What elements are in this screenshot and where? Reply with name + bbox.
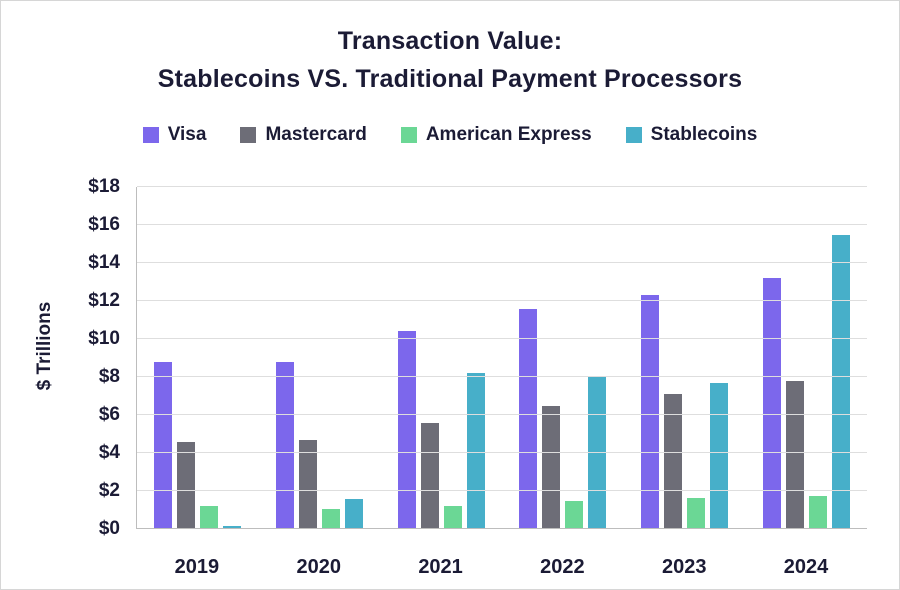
bar-american-express-2020 [322, 509, 340, 529]
y-tick-label-8: $8 [98, 366, 120, 388]
bar-groups [137, 187, 867, 529]
bar-visa-2021 [397, 331, 416, 529]
bar-stablecoins-2020 [345, 498, 363, 529]
gridline-0 [137, 528, 867, 529]
legend-swatch-american-express [400, 127, 417, 143]
chart-title: Transaction Value: Stablecoins VS. Tradi… [1, 1, 899, 98]
x-tick-label-2022: 2022 [540, 556, 585, 578]
gridline-16 [137, 224, 867, 226]
legend-label-mastercard: Mastercard [265, 124, 367, 145]
bar-mastercard-2021 [420, 422, 439, 529]
gridline-10 [137, 338, 867, 339]
gridline-2 [137, 490, 867, 492]
legend-item-mastercard: Mastercard [240, 124, 367, 146]
legend-swatch-mastercard [240, 127, 257, 143]
bar-visa-2019 [154, 361, 173, 529]
gridline-8 [137, 376, 867, 378]
y-tick-label-14: $14 [88, 252, 120, 273]
bar-mastercard-2023 [664, 394, 683, 529]
y-tick-label-2: $2 [98, 480, 120, 502]
y-tick-label-16: $16 [88, 214, 120, 236]
x-tick-label-2019: 2019 [174, 556, 220, 578]
chart-title-line2: Stablecoins VS. Traditional Payment Proc… [157, 64, 743, 93]
y-tick-label-4: $4 [98, 442, 120, 464]
gridline-4 [137, 452, 867, 454]
bar-group-2019 [137, 187, 259, 529]
bar-american-express-2021 [443, 506, 462, 529]
y-tick-label-0: $0 [98, 518, 120, 539]
y-axis-title: $ Trillions [34, 301, 55, 391]
bar-visa-2020 [276, 361, 294, 529]
plot-area [136, 186, 867, 529]
legend-item-american-express: American Express [400, 124, 592, 146]
bar-group-2022 [502, 187, 624, 529]
bar-stablecoins-2019 [223, 526, 242, 529]
bar-group-2023 [624, 187, 746, 529]
bar-stablecoins-2023 [710, 382, 729, 529]
bar-visa-2022 [519, 308, 538, 529]
bar-group-2020 [259, 187, 381, 529]
chart-title-line1: Transaction Value: [337, 27, 563, 55]
bar-american-express-2023 [687, 497, 706, 529]
x-tick-label-2021: 2021 [418, 556, 463, 578]
gridline-6 [137, 414, 867, 415]
x-tick-label-2023: 2023 [661, 556, 707, 578]
bar-visa-2024 [762, 278, 781, 529]
legend-label-stablecoins: Stablecoins [650, 124, 758, 145]
bar-group-2021 [380, 187, 502, 529]
bar-mastercard-2019 [177, 441, 196, 529]
gridline-18 [137, 186, 867, 187]
y-tick-label-10: $10 [88, 328, 120, 349]
bar-mastercard-2024 [785, 380, 804, 529]
bar-stablecoins-2024 [831, 234, 850, 529]
gridline-14 [137, 262, 867, 263]
legend-label-visa: Visa [167, 124, 207, 145]
legend-label-american-express: American Express [425, 124, 592, 145]
x-tick-label-2024: 2024 [783, 556, 829, 578]
legend-item-stablecoins: Stablecoins [625, 124, 758, 146]
legend-item-visa: Visa [142, 124, 207, 146]
x-axis-labels: 2019 2020 2021 2022 2023 2024 [136, 556, 867, 579]
bar-american-express-2022 [565, 500, 584, 529]
bar-mastercard-2020 [299, 439, 317, 529]
legend: Visa Mastercard American Express Stablecoin… [1, 124, 899, 146]
bar-american-express-2024 [808, 495, 827, 529]
y-tick-label-6: $6 [98, 404, 120, 425]
x-tick-label-2020: 2020 [296, 556, 341, 578]
y-tick-label-18: $18 [88, 176, 120, 197]
bar-american-express-2019 [200, 506, 219, 529]
legend-swatch-visa [142, 127, 159, 143]
y-tick-label-12: $12 [88, 290, 120, 311]
bar-visa-2023 [641, 295, 660, 529]
bar-mastercard-2022 [542, 405, 561, 529]
bar-group-2024 [745, 187, 867, 529]
legend-swatch-stablecoins [625, 127, 642, 143]
y-axis-ticks: $0 $2 $4 $6 $8 $10 $12 $14 $16 $18 [56, 176, 128, 539]
gridline-12 [137, 300, 867, 301]
